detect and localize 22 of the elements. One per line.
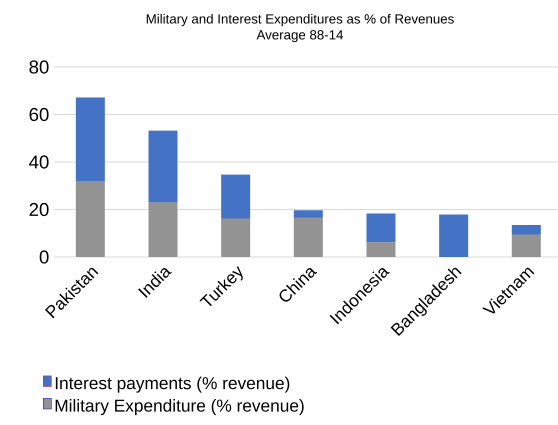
bar (221, 174, 250, 219)
y-tick-label: 40 (29, 155, 49, 169)
bar (439, 214, 468, 257)
y-tick-label: 80 (29, 60, 49, 74)
bar (512, 224, 541, 234)
y-tick-label: 60 (30, 108, 49, 122)
bar (221, 218, 250, 257)
bar (366, 214, 396, 242)
legend-label: Military Expenditure (% revenue) (56, 399, 304, 416)
bar (76, 181, 105, 257)
bar (294, 218, 323, 257)
legend-label: Interest payments (% revenue) (56, 376, 290, 393)
chart-title: Military and Interest Expenditures as % of Revenues (146, 14, 454, 26)
bar (366, 242, 396, 257)
bar (294, 210, 323, 218)
bar (76, 97, 105, 181)
y-tick-label: 0 (40, 250, 49, 264)
y-tick-label: 20 (30, 202, 49, 216)
bar (148, 202, 178, 257)
chart-subtitle: Average 88-14 (256, 30, 344, 42)
bar (148, 130, 178, 202)
bar (512, 234, 541, 257)
